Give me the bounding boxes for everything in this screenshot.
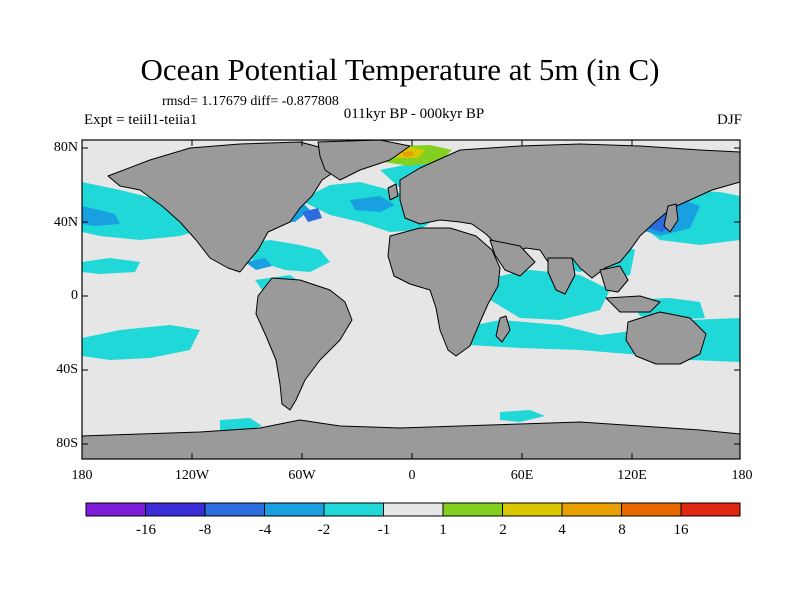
lat-tick-label: 80N xyxy=(53,140,78,155)
stats-text: rmsd= 1.17679 diff= -0.877808 xyxy=(162,94,339,109)
lon-tick-label: 120W xyxy=(174,468,210,483)
axis-ticks xyxy=(82,140,740,459)
lat-tick-label: 0 xyxy=(71,288,78,303)
colorbar-box xyxy=(204,502,265,517)
colorbar-box xyxy=(442,502,503,517)
period-label: 011kyr BP - 000kyr BP xyxy=(343,106,485,122)
colorbar-box xyxy=(621,502,682,517)
colorbar-box xyxy=(502,502,563,517)
lon-tick-label: 0 xyxy=(408,468,416,483)
colorbar-label: 16 xyxy=(673,522,689,538)
lat-tick-label: 40S xyxy=(56,362,78,377)
colorbar-label: -4 xyxy=(258,522,272,538)
map-frame xyxy=(81,139,741,460)
colorbar-box xyxy=(264,502,325,517)
colorbar-label: -1 xyxy=(377,522,391,538)
colorbar xyxy=(85,502,741,517)
colorbar-box xyxy=(680,502,741,517)
colorbar-label: -16 xyxy=(136,522,156,538)
season-label: DJF xyxy=(716,112,742,128)
map-plot xyxy=(81,139,741,460)
lat-tick-label: 80S xyxy=(56,436,78,451)
lon-tick-label: 120E xyxy=(617,468,647,483)
colorbar-box xyxy=(383,502,444,517)
colorbar-label: 2 xyxy=(499,522,507,538)
lon-tick-label: 180 xyxy=(71,468,93,483)
colorbar-label: 1 xyxy=(439,522,447,538)
experiment-label: Expt = teiil1-teiia1 xyxy=(84,112,198,128)
colorbar-label: -8 xyxy=(198,522,212,538)
lon-tick-label: 60W xyxy=(288,468,316,483)
colorbar-box xyxy=(561,502,622,517)
colorbar-label: 8 xyxy=(618,522,626,538)
colorbar-label: -2 xyxy=(317,522,331,538)
lon-tick-label: 180 xyxy=(731,468,753,483)
plot-title: Ocean Potential Temperature at 5m (in C) xyxy=(140,52,660,87)
colorbar-label: 4 xyxy=(558,522,566,538)
land-masses xyxy=(81,139,741,460)
colorbar-box xyxy=(323,502,384,517)
colorbar-box xyxy=(145,502,206,517)
lat-tick-label: 40N xyxy=(53,215,78,230)
lon-tick-label: 60E xyxy=(510,468,534,483)
